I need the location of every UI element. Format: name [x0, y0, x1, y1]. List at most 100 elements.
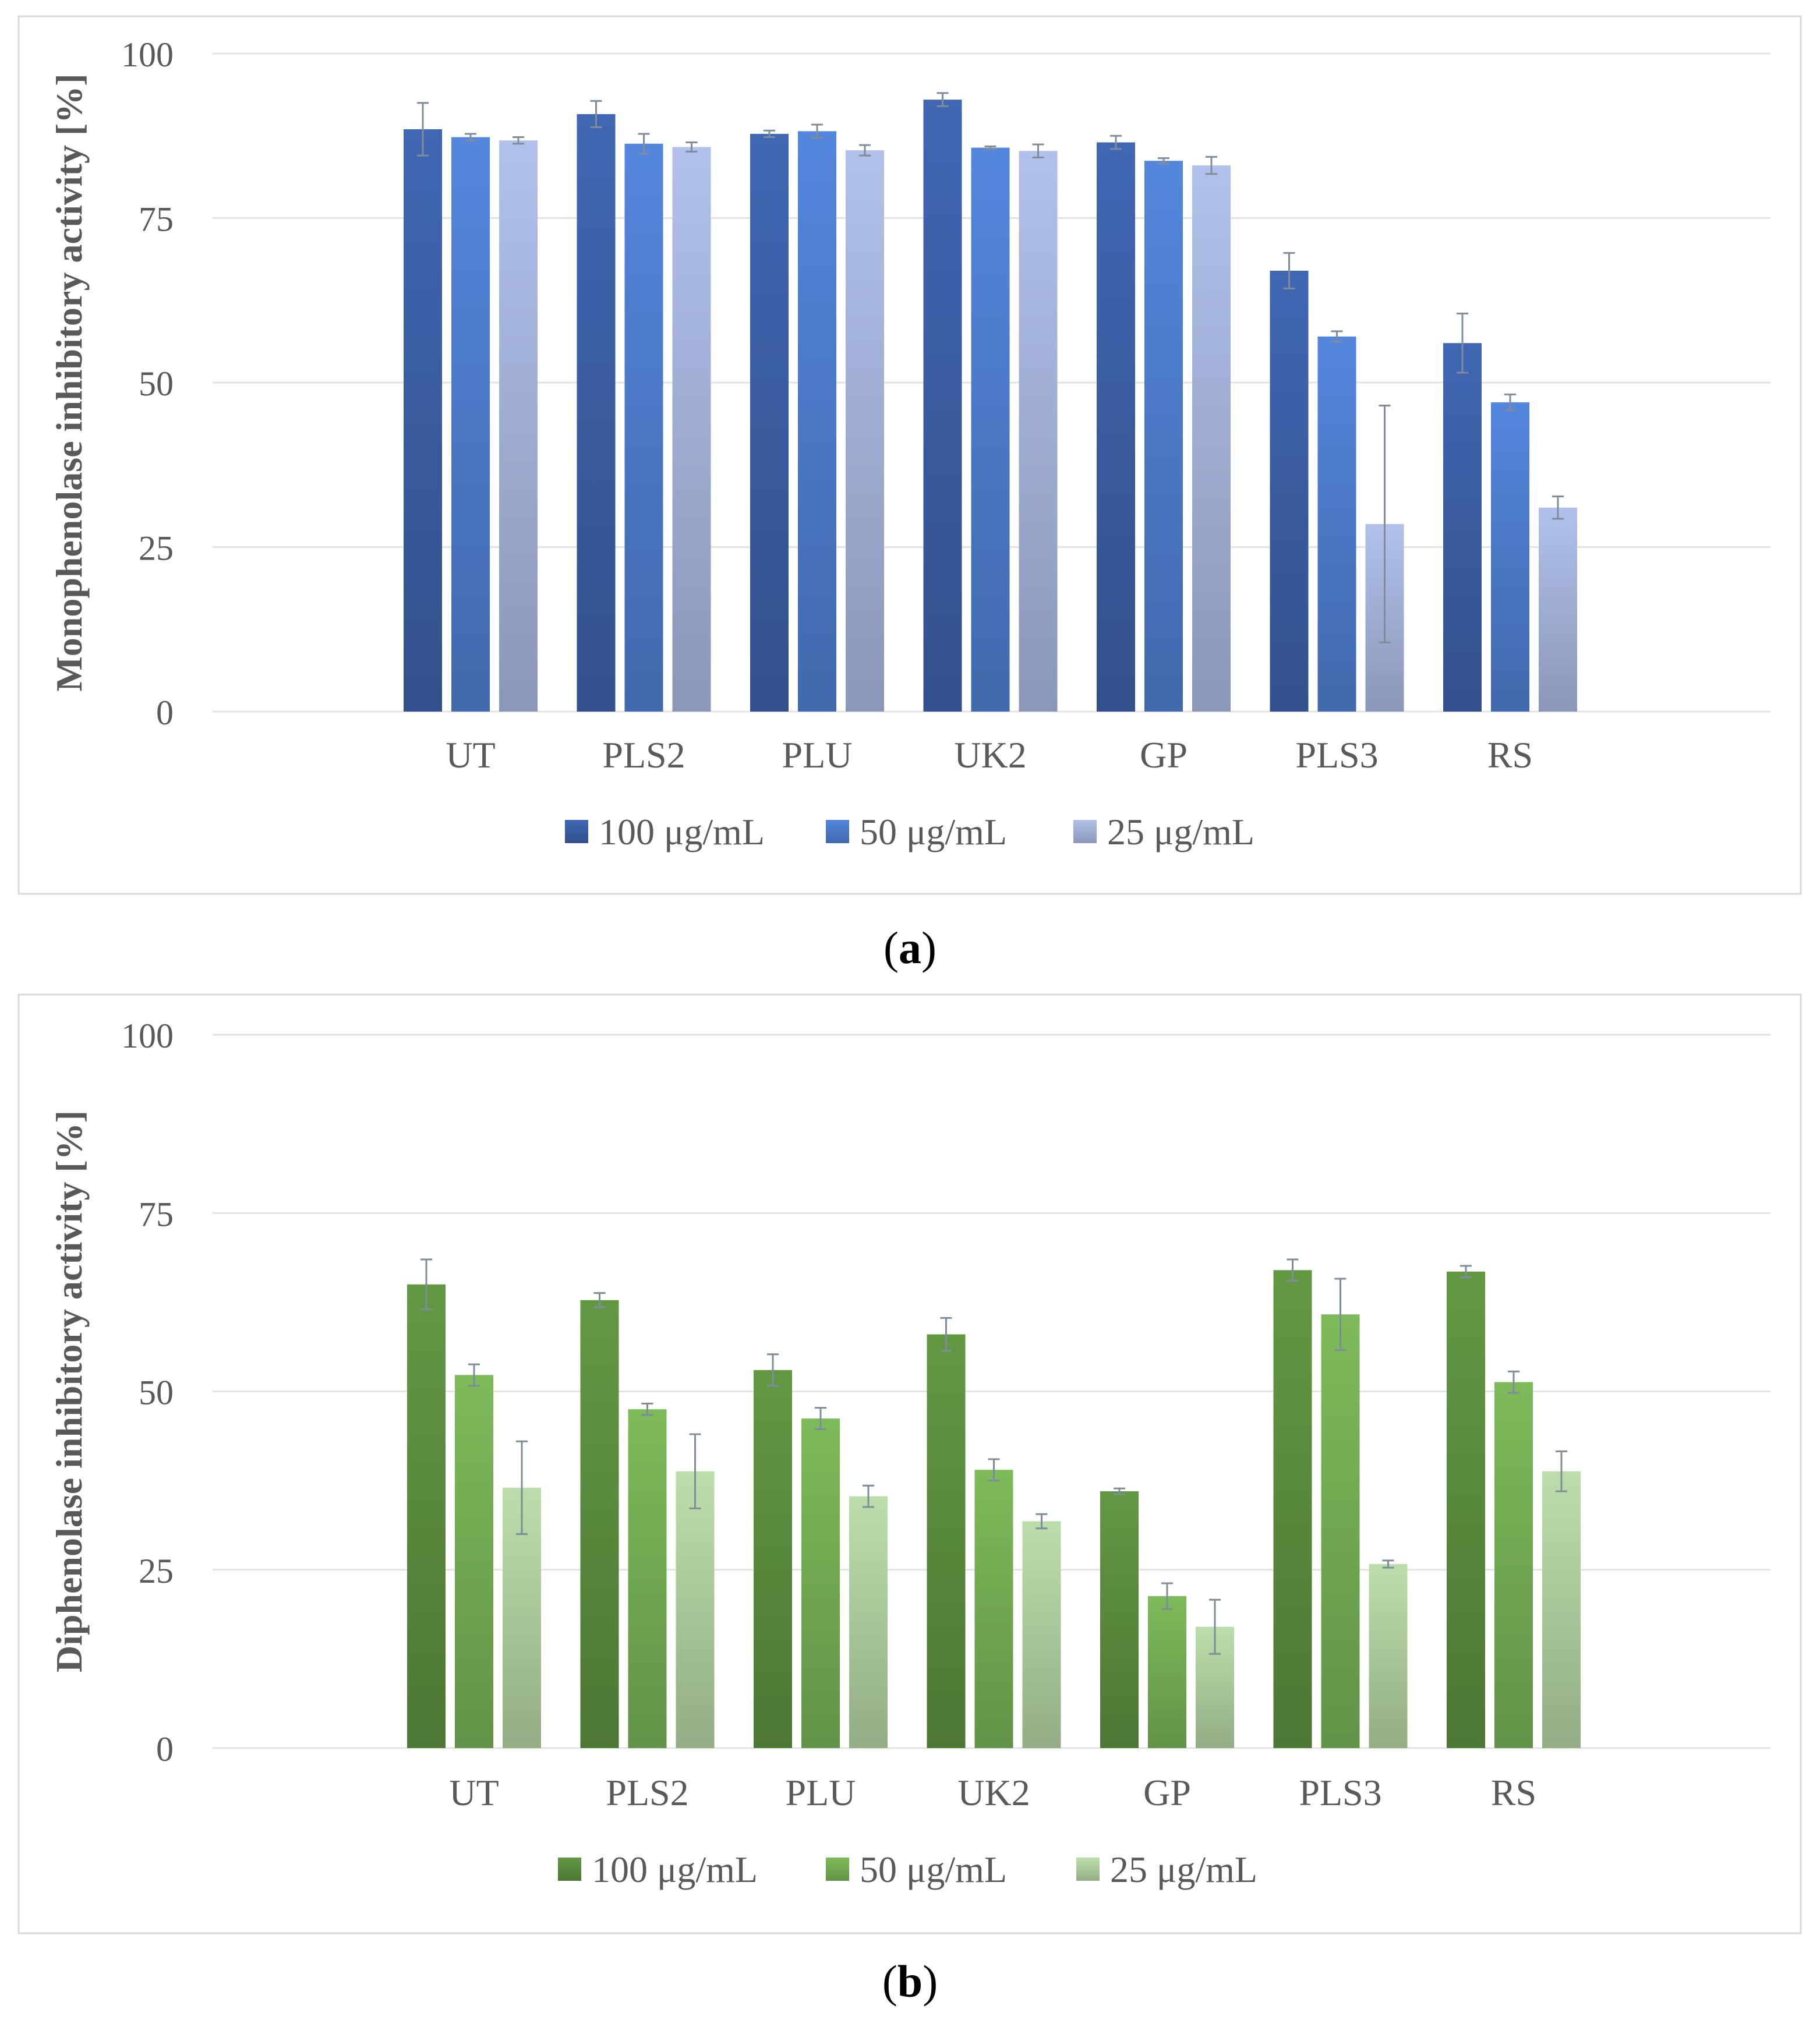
legend-swatch	[1076, 1858, 1100, 1881]
error-bar-uk2-s1	[940, 1317, 952, 1352]
error-bar-plu-s3	[859, 144, 871, 157]
bar-pls2-s2	[628, 1409, 667, 1748]
bar-pls3-s3	[1369, 1563, 1408, 1748]
error-bar-gp-s3	[1206, 155, 1217, 175]
caption-b: (b)	[882, 1956, 938, 2007]
y-axis-label: Diphenolase inhibitory activity [%]	[48, 1110, 90, 1672]
y-tick-label: 100	[121, 36, 174, 74]
bar-pls3-s2	[1317, 336, 1356, 712]
bar-pls2-s1	[580, 1300, 619, 1748]
x-tick-label: GP	[1143, 1772, 1191, 1813]
error-bar-gp-s3	[1209, 1598, 1221, 1655]
bar-plu-s3	[849, 1496, 888, 1748]
bar-pls2-s3	[672, 147, 711, 712]
bar-gp-s2	[1148, 1596, 1186, 1748]
error-bar-pls2-s3	[689, 1433, 701, 1509]
error-bar-ut-s2	[465, 133, 476, 141]
x-tick-label: UK2	[957, 1772, 1030, 1813]
legend-swatch	[826, 820, 849, 843]
bar-rs-s3	[1542, 1471, 1581, 1748]
y-tick-label: 50	[139, 365, 174, 403]
error-bar-uk2-s2	[988, 1458, 1000, 1482]
bar-plu-s1	[754, 1370, 792, 1748]
error-bar-ut-s1	[417, 102, 429, 157]
bar-pls2-s1	[577, 114, 616, 712]
bar-pls3-s1	[1273, 1270, 1312, 1748]
error-bar-uk2-s2	[984, 145, 996, 150]
bar-gp-s1	[1097, 142, 1135, 712]
x-tick-label: RS	[1487, 734, 1533, 776]
bar-ut-s1	[407, 1284, 446, 1748]
bar-rs-s1	[1443, 343, 1482, 712]
error-bar-ut-s3	[513, 136, 524, 145]
bar-ut-s1	[404, 129, 442, 712]
y-tick-label: 75	[139, 200, 174, 239]
bar-uk2-s3	[1019, 151, 1058, 712]
chart-frame	[17, 15, 1802, 895]
bar-pls3-s2	[1321, 1314, 1360, 1748]
chart-frame	[17, 993, 1802, 1934]
error-bar-plu-s2	[815, 1407, 826, 1430]
error-bar-pls3-s1	[1283, 252, 1295, 289]
x-tick-label: PLU	[782, 734, 853, 776]
error-bar-gp-s2	[1158, 157, 1169, 165]
bar-gp-s1	[1100, 1491, 1139, 1748]
error-bar-rs-s1	[1457, 312, 1468, 374]
y-tick-label: 0	[156, 1730, 174, 1768]
y-tick-label: 100	[121, 1017, 174, 1055]
x-tick-label: PLS2	[602, 734, 685, 776]
caption-a: (a)	[884, 922, 936, 973]
error-bar-pls2-s1	[590, 100, 602, 129]
legend-swatch	[826, 1858, 849, 1881]
x-tick-label: PLS3	[1295, 734, 1378, 776]
error-bar-plu-s3	[863, 1484, 874, 1508]
error-bar-ut-s3	[516, 1440, 528, 1535]
legend-label: 100 μg/mL	[599, 811, 765, 852]
y-tick-label: 25	[139, 529, 174, 568]
x-tick-label: UK2	[954, 734, 1026, 776]
bar-ut-s3	[499, 140, 538, 712]
bar-plu-s1	[750, 133, 789, 712]
x-tick-label: UT	[449, 1772, 499, 1813]
error-bar-pls3-s2	[1331, 330, 1343, 343]
bar-gp-s2	[1144, 161, 1183, 712]
x-tick-label: UT	[446, 734, 495, 776]
bar-rs-s2	[1491, 402, 1529, 712]
bar-pls2-s2	[624, 143, 663, 712]
error-bar-rs-s3	[1552, 495, 1564, 520]
error-bar-pls3-s1	[1287, 1258, 1299, 1282]
legend-label: 25 μg/mL	[1107, 811, 1254, 852]
bar-uk2-s1	[927, 1334, 966, 1748]
error-bar-ut-s2	[468, 1363, 480, 1387]
x-tick-label: PLS2	[606, 1772, 688, 1813]
x-tick-label: GP	[1140, 734, 1188, 776]
bar-plu-s3	[846, 150, 884, 712]
y-tick-label: 0	[156, 694, 174, 732]
bar-rs-s3	[1539, 507, 1577, 712]
x-tick-label: RS	[1491, 1772, 1536, 1813]
error-bar-rs-s2	[1508, 1370, 1519, 1394]
error-bar-plu-s1	[767, 1353, 779, 1387]
error-bar-uk2-s1	[936, 92, 949, 107]
error-bar-rs-s2	[1504, 393, 1516, 411]
bar-ut-s2	[451, 137, 490, 712]
legend-swatch	[565, 820, 588, 843]
error-bar-uk2-s3	[1032, 143, 1044, 159]
error-bar-pls3-s2	[1334, 1278, 1347, 1351]
error-bar-pls2-s3	[685, 141, 698, 153]
bar-plu-s2	[801, 1418, 840, 1748]
x-tick-label: PLU	[786, 1772, 856, 1813]
legend-swatch	[558, 1858, 581, 1881]
bar-rs-s1	[1447, 1271, 1485, 1748]
error-bar-rs-s1	[1460, 1265, 1472, 1278]
bar-rs-s2	[1494, 1382, 1533, 1748]
error-bar-gp-s1	[1114, 1487, 1125, 1495]
bar-uk2-s3	[1022, 1521, 1061, 1748]
chart-b: 0 25 50 75 100 Diphenolase inhibitory activit…	[17, 993, 1802, 1934]
bar-uk2-s2	[974, 1470, 1013, 1748]
caption-b-letter: b	[897, 1956, 923, 2007]
legend-label: 50 μg/mL	[860, 811, 1007, 852]
error-bar-pls2-s2	[638, 133, 650, 155]
bar-gp-s3	[1192, 165, 1231, 712]
